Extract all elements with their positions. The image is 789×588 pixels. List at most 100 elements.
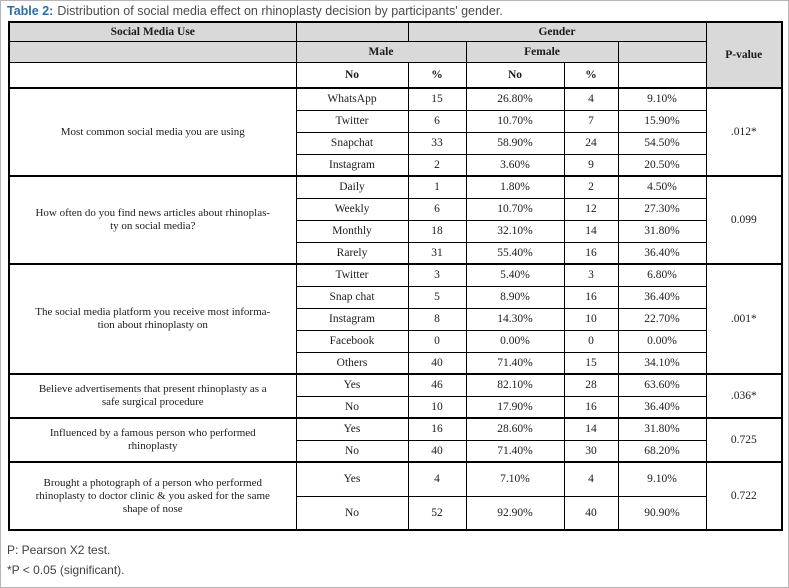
footnotes: P: Pearson X2 test. *P < 0.05 (significa… [7,540,788,580]
female-count-cell: 16 [563,285,619,309]
p-value-cell: .036* [705,373,783,419]
female-count-cell: 9 [563,153,619,177]
male-percent-cell: 55.40% [465,241,565,265]
category-cell: Snapchat [295,131,409,155]
male-percent-cell: 32.10% [465,219,565,243]
p-value-cell: .012* [705,87,783,177]
table-row: Weekly 6 10.70% 12 27.30% [9,197,782,221]
female-count-cell: 4 [563,461,619,497]
female-percent-cell: 4.50% [617,175,707,199]
male-count-cell: 15 [407,87,467,111]
male-count-cell: 8 [407,307,467,331]
female-percent-cell: 34.10% [617,351,707,375]
category-cell: Yes [295,373,409,397]
question-cell: Influenced by a famous person who perfor… [8,417,297,463]
male-percent-cell: 17.90% [465,395,565,419]
male-count-cell: 6 [407,109,467,133]
subheader-no: No [465,61,565,89]
category-cell: Instagram [295,153,409,177]
footnote-significance: *P < 0.05 (significant). [7,563,125,577]
category-cell: Twitter [295,263,409,287]
category-cell: Monthly [295,219,409,243]
table-row: Believe advertisements that present rhin… [8,373,783,419]
header-spacer-cell [8,61,297,89]
table-row: Most common social media you are using Wh… [8,87,783,177]
header-male: Male [295,40,467,63]
female-count-cell: 16 [563,241,619,265]
table-row: How often do you find news articles abou… [8,175,783,265]
male-count-cell: 2 [407,153,467,177]
category-cell: Yes [295,461,409,497]
header-row-3: No % No % [8,61,782,89]
question-cell: How often do you find news articles abou… [8,175,297,265]
male-count-cell: 5 [407,285,467,309]
female-count-cell: 24 [563,131,619,155]
male-count-cell: 4 [407,461,467,497]
female-percent-cell: 36.40% [617,285,707,309]
female-percent-cell: 68.20% [617,439,707,463]
female-count-cell: 40 [563,495,619,531]
table-row: Influenced by a famous person who perfor… [8,417,783,463]
header-female: Female [465,40,619,63]
female-count-cell: 30 [563,439,619,463]
female-count-cell: 3 [563,263,619,287]
header-social-media-use: Social Media Use [8,21,297,42]
p-value-cell: 0.722 [705,461,783,531]
category-cell: Others [295,351,409,375]
table-row: No 52 92.90% 40 90.90% [9,495,782,531]
table-row: Others 40 71.40% 15 34.10% [9,351,782,375]
female-percent-cell: 36.40% [617,395,707,419]
male-count-cell: 46 [407,373,467,397]
female-percent-cell: 20.50% [617,153,707,177]
table-caption-text: Distribution of social media effect on r… [57,4,503,18]
male-percent-cell: 8.90% [465,285,565,309]
male-percent-cell: 0.00% [465,329,565,353]
female-count-cell: 16 [563,395,619,419]
female-percent-cell: 90.90% [617,495,707,531]
header-row-2: Male Female [8,40,782,63]
female-count-cell: 2 [563,175,619,199]
category-cell: Facebook [295,329,409,353]
female-count-cell: 10 [563,307,619,331]
category-cell: No [295,395,409,419]
category-cell: Daily [295,175,409,199]
male-percent-cell: 14.30% [465,307,565,331]
category-cell: No [295,495,409,531]
table-number-label: Table 2: [7,4,54,18]
question-cell: Believe advertisements that present rhin… [8,373,297,419]
header-gender: Gender [407,21,707,42]
male-percent-cell: 92.90% [465,495,565,531]
male-count-cell: 1 [407,175,467,199]
male-percent-cell: 1.80% [465,175,565,199]
table-row: Rarely 31 55.40% 16 36.40% [9,241,782,265]
male-count-cell: 3 [407,263,467,287]
male-count-cell: 10 [407,395,467,419]
header-row-1: Social Media Use Gender P-value [8,21,783,89]
female-percent-cell: 6.80% [617,263,707,287]
subheader-no: No [295,61,409,89]
male-percent-cell: 5.40% [465,263,565,287]
category-cell: Yes [295,417,409,441]
male-count-cell: 52 [407,495,467,531]
p-value-cell: .001* [705,263,783,375]
female-count-cell: 14 [563,417,619,441]
male-percent-cell: 10.70% [465,109,565,133]
header-p-value: P-value [705,21,783,89]
male-percent-cell: 71.40% [465,439,565,463]
category-cell: Instagram [295,307,409,331]
male-count-cell: 6 [407,197,467,221]
table-row: No 40 71.40% 30 68.20% [9,439,782,463]
category-cell: Snap chat [295,285,409,309]
category-cell: WhatsApp [295,87,409,111]
male-count-cell: 0 [407,329,467,353]
male-percent-cell: 3.60% [465,153,565,177]
male-count-cell: 40 [407,439,467,463]
p-value-cell: 0.099 [705,175,783,265]
female-percent-cell: 31.80% [617,219,707,243]
header-spacer-cell [295,21,409,42]
male-percent-cell: 82.10% [465,373,565,397]
female-count-cell: 4 [563,87,619,111]
female-count-cell: 28 [563,373,619,397]
table-row: No 10 17.90% 16 36.40% [9,395,782,419]
